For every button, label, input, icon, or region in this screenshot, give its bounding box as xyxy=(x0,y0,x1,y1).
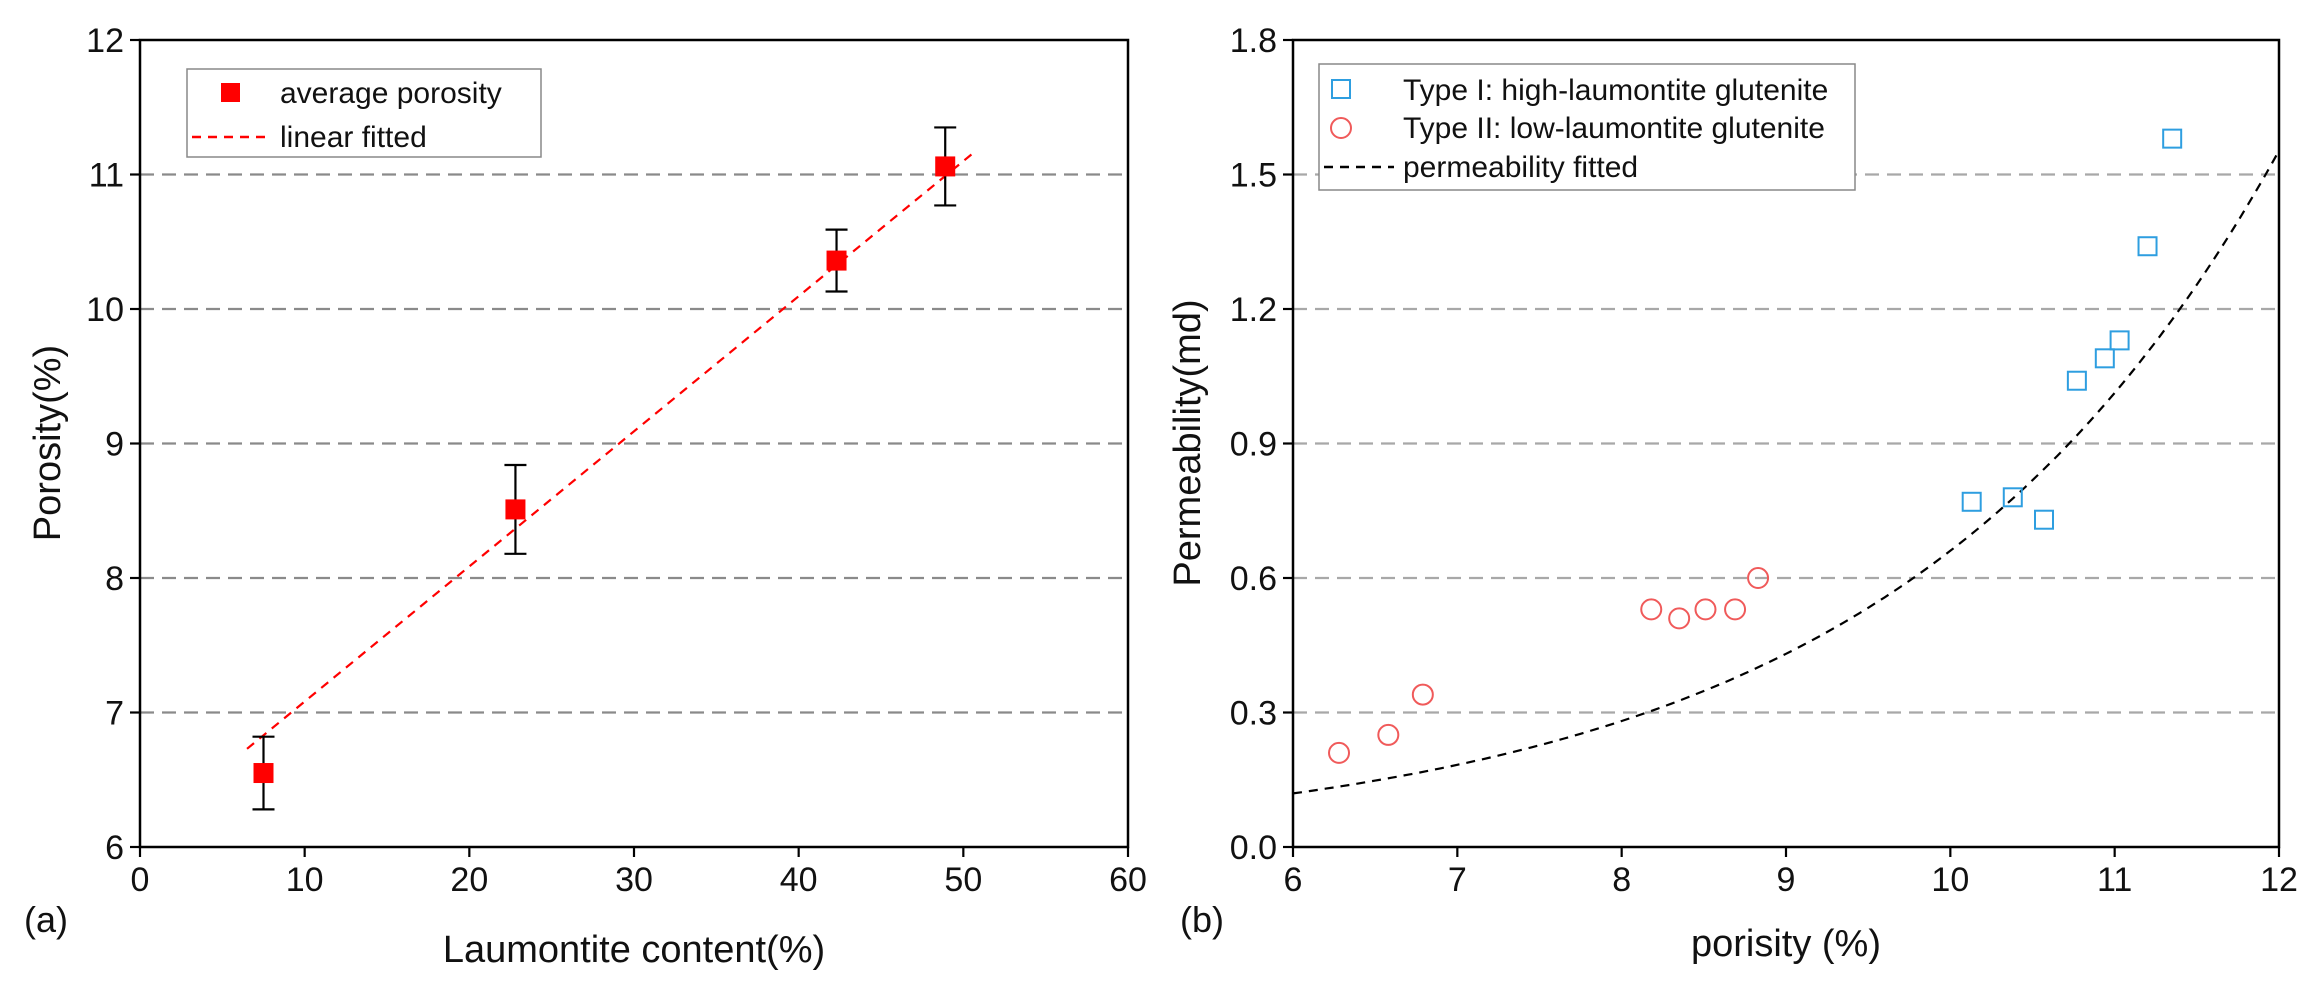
y-tick-label-0.3: 0.3 xyxy=(1230,695,1277,733)
data-point-average-porosity xyxy=(505,499,526,520)
permeability-fit-curve xyxy=(1292,150,2280,795)
y-tick-label-8: 8 xyxy=(105,560,124,598)
data-point-type-ii xyxy=(1724,598,1747,621)
data-point-type-ii xyxy=(1747,567,1770,589)
data-point-type-ii xyxy=(1694,598,1717,621)
data-point-type-i xyxy=(2066,370,2087,391)
panel-b-legend: Type I: high-laumontite glutenite Type I… xyxy=(1318,63,1856,191)
panel-a-legend-box xyxy=(186,68,542,158)
panel-b-gridlines xyxy=(1293,173,2279,714)
x-tick-label-0: 0 xyxy=(131,861,150,899)
y-tick-label-12: 12 xyxy=(86,22,124,60)
legend-label-average-porosity: average porosity xyxy=(280,77,502,110)
x-tick-label-10: 10 xyxy=(286,861,324,899)
x-tick-label-12: 12 xyxy=(2260,861,2298,899)
panel-b-label: (b) xyxy=(1180,899,1224,940)
panel-a-legend: average porosity linear fitted xyxy=(186,68,542,158)
panel-b-points xyxy=(1328,128,2183,764)
y-tick-label-0.6: 0.6 xyxy=(1230,560,1277,598)
panel-a-gridlines xyxy=(140,173,1128,714)
x-tick-label-60: 60 xyxy=(1109,861,1147,899)
panel-b: 0.0 0.3 0.6 0.9 1.2 1.5 1.8 6 7 8 9 10 11 12 porisity… xyxy=(1167,22,2298,965)
panel-a-label: (a) xyxy=(24,899,68,940)
data-point-type-ii xyxy=(1328,741,1351,764)
legend-label-type-i: Type I: high-laumontite glutenite xyxy=(1403,74,1828,107)
y-tick-label-9: 9 xyxy=(105,426,124,464)
data-point-average-porosity xyxy=(826,250,847,271)
data-point-type-i xyxy=(2162,128,2183,149)
y-tick-label-1.2: 1.2 xyxy=(1230,291,1277,329)
data-point-type-ii xyxy=(1411,683,1434,706)
data-point-type-i xyxy=(2002,487,2023,508)
panel-b-x-axis-label: porisity (%) xyxy=(1691,923,1881,965)
x-tick-label-7: 7 xyxy=(1448,861,1467,899)
data-point-type-i xyxy=(2109,330,2130,351)
legend-marker-type-ii xyxy=(1330,117,1352,139)
panel-a-fit-line xyxy=(246,149,978,750)
panel-b-y-axis-label: Permeability(md) xyxy=(1167,299,1209,586)
x-tick-label-11: 11 xyxy=(2097,861,2132,899)
data-point-type-i xyxy=(1961,491,1982,512)
y-tick-label-6: 6 xyxy=(105,829,124,867)
x-tick-label-9: 9 xyxy=(1777,861,1796,899)
x-tick-label-8: 8 xyxy=(1612,861,1631,899)
data-point-type-ii xyxy=(1377,723,1400,746)
data-point-average-porosity xyxy=(935,156,956,177)
y-tick-label-0.0: 0.0 xyxy=(1230,829,1277,867)
y-tick-label-1.5: 1.5 xyxy=(1230,157,1277,195)
data-point-average-porosity xyxy=(253,763,274,784)
panel-b-ticks: 0.0 0.3 0.6 0.9 1.2 1.5 1.8 6 7 8 9 10 11 12 xyxy=(1230,22,2298,899)
panel-a-y-axis-label: Porosity(%) xyxy=(27,345,69,541)
data-point-type-i xyxy=(2034,509,2055,530)
y-tick-label-10: 10 xyxy=(86,291,124,329)
data-point-type-ii xyxy=(1640,598,1663,621)
x-tick-label-20: 20 xyxy=(450,861,488,899)
linear-fit-line xyxy=(246,149,978,750)
y-tick-label-1.8: 1.8 xyxy=(1230,22,1277,60)
legend-label-permeability-fitted: permeability fitted xyxy=(1403,151,1638,184)
y-tick-label-7: 7 xyxy=(105,695,124,733)
y-tick-label-11: 11 xyxy=(89,157,124,195)
data-point-type-ii xyxy=(1668,607,1691,630)
x-tick-label-40: 40 xyxy=(780,861,818,899)
y-tick-label-0.9: 0.9 xyxy=(1230,426,1277,464)
panel-b-fit-curve xyxy=(1292,150,2280,795)
legend-marker-type-i xyxy=(1331,79,1351,99)
legend-label-type-ii: Type II: low-laumontite glutenite xyxy=(1403,112,1825,145)
panel-a: 6 7 8 9 10 11 12 0 10 20 30 40 50 60 Laumontite conte… xyxy=(24,22,1147,971)
x-tick-label-10: 10 xyxy=(1931,861,1969,899)
data-point-type-i xyxy=(2137,236,2158,257)
panel-a-x-axis-label: Laumontite content(%) xyxy=(443,929,825,971)
panel-a-points xyxy=(252,126,957,811)
legend-label-linear-fitted: linear fitted xyxy=(280,121,427,154)
data-point-type-i xyxy=(2094,348,2115,369)
x-tick-label-50: 50 xyxy=(944,861,982,899)
panel-b-legend-box xyxy=(1318,63,1856,191)
x-tick-label-6: 6 xyxy=(1284,861,1303,899)
legend-marker-average-porosity xyxy=(221,83,240,102)
x-tick-label-30: 30 xyxy=(615,861,653,899)
panel-a-ticks: 6 7 8 9 10 11 12 0 10 20 30 40 50 60 xyxy=(86,22,1147,899)
